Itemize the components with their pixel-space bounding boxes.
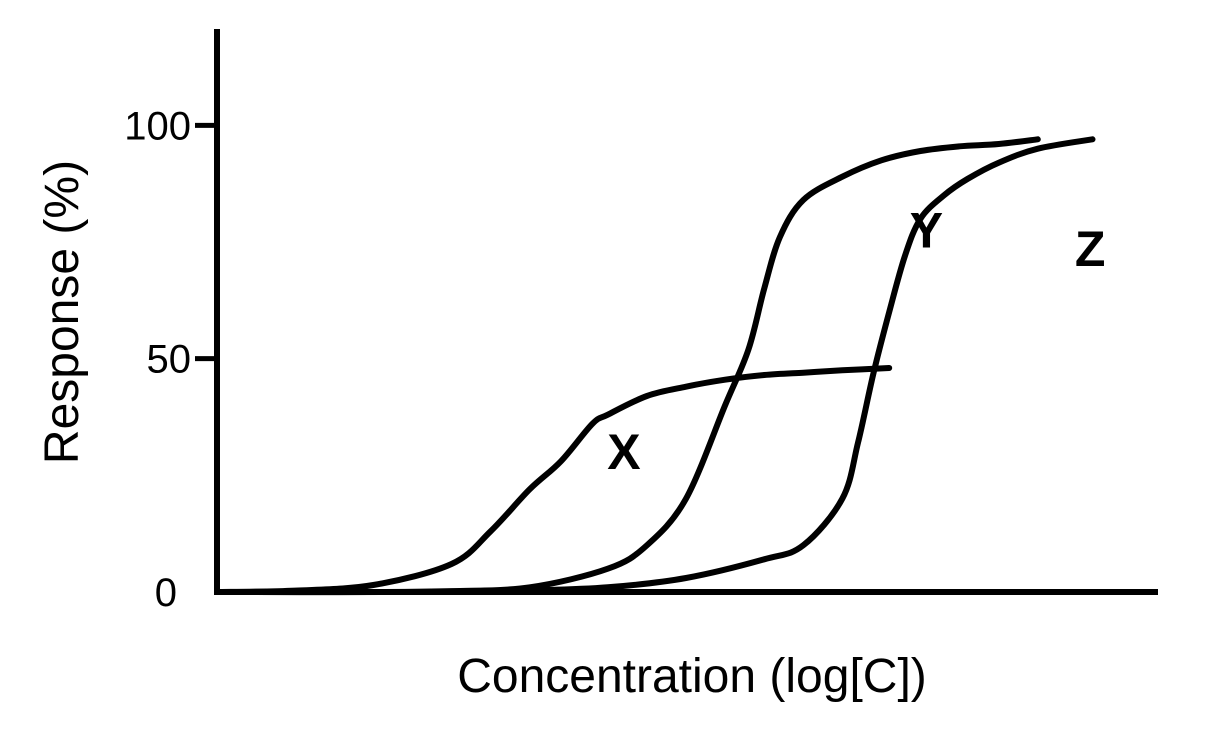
y-axis-ticks: 0 50 100 bbox=[124, 104, 217, 615]
curve-x bbox=[214, 365, 893, 595]
curve-z bbox=[214, 136, 1096, 596]
curve-label-y: Y bbox=[910, 202, 943, 258]
y-tick-label-0: 0 bbox=[155, 571, 177, 615]
curve-label-z: Z bbox=[1075, 221, 1106, 277]
curve-labels: X Y Z bbox=[607, 202, 1105, 480]
y-tick-label-100: 100 bbox=[124, 104, 191, 148]
curves bbox=[214, 136, 1096, 596]
axes bbox=[214, 29, 1158, 595]
curve-label-x: X bbox=[607, 424, 640, 480]
x-axis-label: Concentration (log[C]) bbox=[457, 650, 927, 703]
y-tick-label-50: 50 bbox=[147, 338, 192, 382]
y-axis-label: Response (%) bbox=[36, 160, 89, 464]
